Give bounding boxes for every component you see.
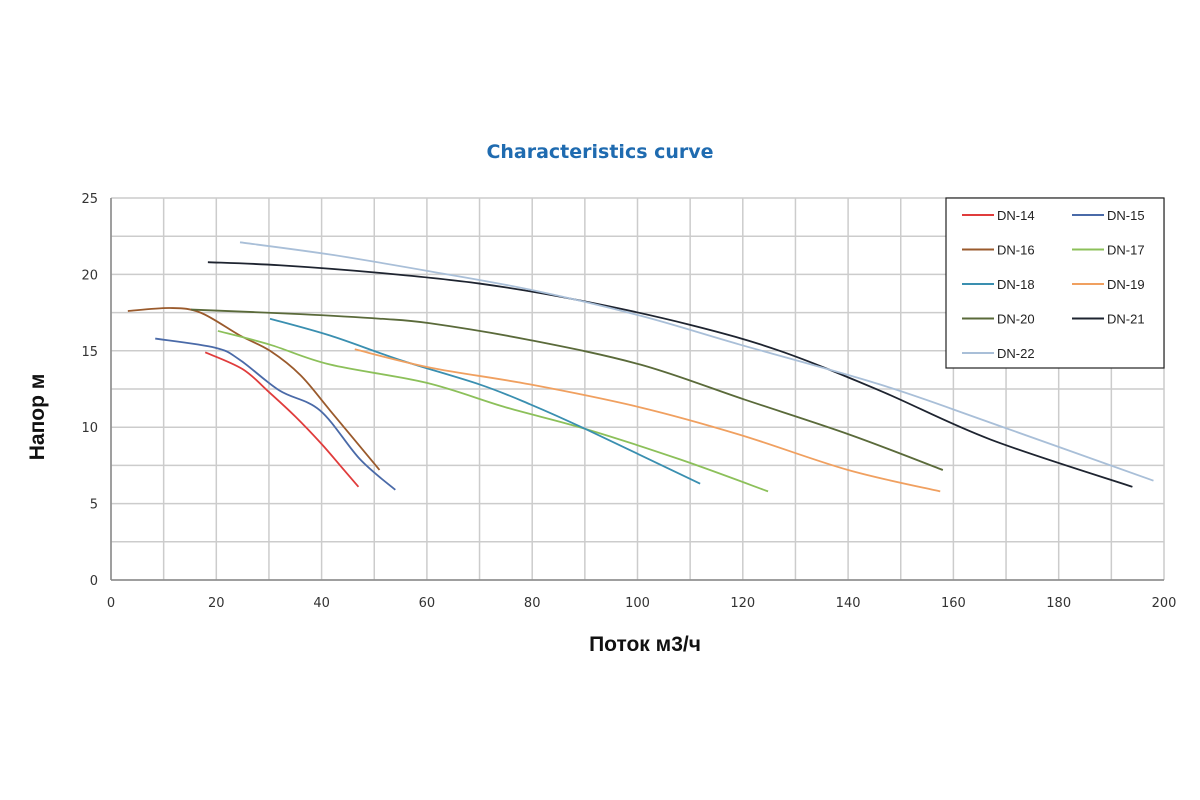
- x-axis-label: Поток м3/ч: [589, 633, 701, 656]
- legend-item-dn-17: DN-17: [1072, 243, 1145, 258]
- x-tick-label: 200: [1152, 596, 1177, 611]
- legend-label: DN-21: [1107, 312, 1145, 327]
- y-tick-label: 5: [90, 498, 98, 513]
- y-tick-label: 10: [81, 421, 98, 436]
- legend-label: DN-20: [997, 312, 1035, 327]
- x-tick-label: 40: [313, 596, 330, 611]
- legend-label: DN-14: [997, 208, 1035, 223]
- y-tick-label: 25: [81, 192, 98, 207]
- legend-label: DN-17: [1107, 243, 1145, 258]
- legend-label: DN-16: [997, 243, 1035, 258]
- legend-item-dn-15: DN-15: [1072, 208, 1145, 223]
- legend-item-dn-20: DN-20: [962, 312, 1035, 327]
- series-line-dn-18: [269, 317, 701, 485]
- series-line-dn-22: [239, 241, 1154, 482]
- x-tick-label: 80: [524, 596, 541, 611]
- x-tick-label: 140: [836, 596, 861, 611]
- series-line-dn-20: [190, 308, 944, 471]
- series-lines: [127, 241, 1154, 493]
- legend-label: DN-15: [1107, 208, 1145, 223]
- y-tick-label: 0: [90, 574, 98, 589]
- legend-label: DN-22: [997, 346, 1035, 361]
- x-tick-label: 20: [208, 596, 225, 611]
- legend-item-dn-16: DN-16: [962, 243, 1035, 258]
- x-tick-label: 160: [941, 596, 966, 611]
- y-tick-label: 20: [81, 268, 98, 283]
- x-tick-label: 180: [1046, 596, 1071, 611]
- legend: DN-14 DN-15 DN-16 DN-17 DN-18 DN-19 DN-20 DN-21…: [945, 197, 1165, 369]
- series-line-dn-16: [127, 307, 381, 471]
- tick-labels: 0 20 40 60 80 100 120 140 160 180 200 0 5 10 15 20 25: [81, 192, 1176, 611]
- series-line-dn-21: [207, 261, 1133, 488]
- legend-item-dn-21: DN-21: [1072, 312, 1145, 327]
- x-tick-label: 100: [625, 596, 650, 611]
- series-line-dn-14: [204, 351, 360, 488]
- chart-title: Characteristics curve: [486, 141, 714, 163]
- x-tick-label: 120: [730, 596, 755, 611]
- legend-label: DN-19: [1107, 277, 1145, 292]
- legend-item-dn-18: DN-18: [962, 277, 1035, 292]
- legend-item-dn-19: DN-19: [1072, 277, 1145, 292]
- legend-item-dn-22: DN-22: [962, 346, 1035, 361]
- y-tick-label: 15: [81, 345, 98, 360]
- x-tick-label: 60: [419, 596, 436, 611]
- x-tick-label: 0: [107, 596, 115, 611]
- series-line-dn-15: [155, 337, 396, 491]
- series-line-dn-19: [354, 348, 941, 493]
- legend-label: DN-18: [997, 277, 1035, 292]
- legend-item-dn-14: DN-14: [962, 208, 1035, 223]
- series-line-dn-17: [217, 330, 769, 493]
